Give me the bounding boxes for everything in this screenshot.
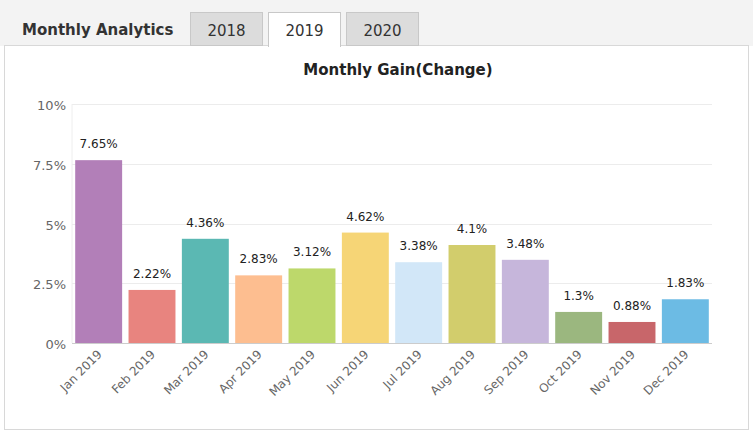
- x-tick-label: Jan 2019: [57, 347, 105, 395]
- y-axis-line: [72, 104, 73, 343]
- data-label: 4.62%: [346, 210, 384, 224]
- data-label: 2.83%: [240, 252, 278, 266]
- x-tick-label: Dec 2019: [641, 347, 692, 398]
- tab[interactable]: [269, 13, 341, 47]
- bar: [609, 322, 656, 343]
- data-label: 4.1%: [457, 222, 488, 236]
- x-tick-label: Mar 2019: [161, 347, 211, 397]
- bar: [182, 239, 229, 343]
- bar: [555, 312, 602, 343]
- data-label: 7.65%: [80, 137, 118, 151]
- tab[interactable]: [347, 13, 419, 46]
- chart-svg: Monthly Analytics 2018 2019 2020 Monthly Gai…: [0, 0, 753, 434]
- tab[interactable]: [191, 13, 263, 46]
- bar: [449, 245, 496, 343]
- tab-join: [269, 44, 340, 47]
- tab-label[interactable]: 2018: [207, 22, 245, 40]
- grid-line: [72, 164, 712, 165]
- data-label: 0.88%: [613, 299, 651, 313]
- chart-title: Monthly Gain(Change): [303, 61, 492, 79]
- y-tick-label: 10%: [37, 98, 66, 113]
- x-tick-label: Feb 2019: [109, 347, 158, 396]
- grid-line: [72, 343, 712, 344]
- grid-line: [72, 224, 712, 225]
- y-tick-label: 5%: [45, 218, 66, 233]
- grid: [72, 105, 712, 344]
- tab-label[interactable]: 2019: [285, 22, 323, 40]
- y-tick-label: 2.5%: [33, 277, 66, 292]
- x-tick-label: Nov 2019: [587, 347, 638, 398]
- header-bg: [0, 0, 753, 46]
- x-tick-label: Oct 2019: [536, 347, 585, 396]
- bar: [662, 299, 709, 343]
- x-tick-label: Jun 2019: [323, 347, 371, 395]
- panel-frame: [5, 46, 749, 430]
- grid-line: [72, 283, 712, 284]
- bar: [75, 160, 122, 343]
- x-tick-label: Sep 2019: [481, 347, 531, 397]
- x-tick-label: May 2019: [266, 347, 318, 399]
- data-label: 4.36%: [186, 216, 224, 230]
- bar: [342, 233, 389, 343]
- grid-line: [72, 104, 712, 105]
- y-tick-label: 0%: [45, 337, 66, 352]
- data-label: 3.48%: [506, 237, 544, 251]
- data-label: 1.3%: [563, 289, 594, 303]
- x-tick-label: Apr 2019: [216, 347, 265, 396]
- data-label: 3.38%: [400, 239, 438, 253]
- bars: [75, 160, 709, 343]
- tab-label[interactable]: 2020: [363, 22, 401, 40]
- data-label: 2.22%: [133, 267, 171, 281]
- data-label: 1.83%: [666, 276, 704, 290]
- x-tick-label: Aug 2019: [427, 347, 478, 398]
- bar: [129, 290, 176, 343]
- y-tick-label: 7.5%: [33, 158, 66, 173]
- bar: [502, 260, 549, 343]
- header-title: Monthly Analytics: [22, 21, 173, 39]
- data-label: 3.12%: [293, 245, 331, 259]
- bar: [395, 262, 442, 343]
- x-tick-label: Jul 2019: [380, 347, 425, 392]
- bar: [289, 268, 336, 343]
- bar: [235, 275, 282, 343]
